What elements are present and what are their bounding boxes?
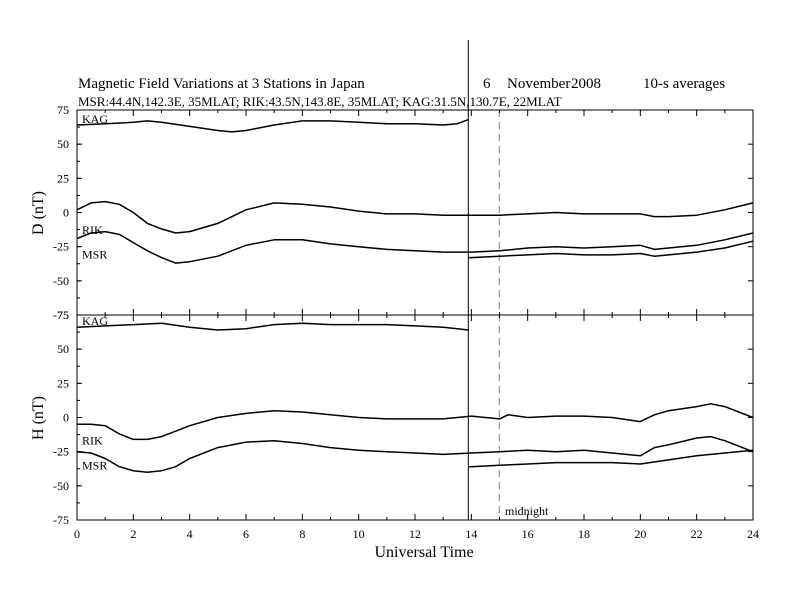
xtick-label: 8 xyxy=(299,527,305,541)
panel-D-ytick-label: 25 xyxy=(57,171,69,185)
xtick-label: 16 xyxy=(522,527,534,541)
panel-H-ytick-label: -75 xyxy=(53,513,69,527)
xtick-label: 4 xyxy=(187,527,193,541)
panel-H-station-label-kag: KAG xyxy=(82,314,108,328)
averaging-note: 10-s averages xyxy=(643,76,725,92)
panel-D-ytick-label: -50 xyxy=(53,274,69,288)
panel-D-station-label-rik: RIK xyxy=(82,223,103,237)
panel-D-ytick-label: -75 xyxy=(53,308,69,322)
panel-H-ytick-label: -50 xyxy=(53,479,69,493)
xtick-label: 12 xyxy=(409,527,421,541)
panel-H-series-rik xyxy=(77,403,754,441)
chart-title: Magnetic Field Variations at 3 Stations … xyxy=(78,76,365,92)
date-month: November xyxy=(507,76,570,92)
xtick-label: 0 xyxy=(74,527,80,541)
panel-H-ytick-label: 25 xyxy=(57,376,69,390)
panel-H-station-label-rik: RIK xyxy=(82,433,103,447)
panel-D-ytick-label: 50 xyxy=(57,137,69,151)
panel-D-series-post-event-3 xyxy=(468,240,754,259)
date-day: 6 xyxy=(483,76,491,92)
xtick-label: 22 xyxy=(691,527,703,541)
panel-D-station-label-msr: MSR xyxy=(82,247,107,261)
panel-H-ytick-label: 0 xyxy=(63,411,69,425)
panel-D-series-kag xyxy=(76,118,469,133)
stations-line: MSR:44.4N,142.3E, 35MLAT; RIK:43.5N,143.… xyxy=(78,94,562,109)
midnight-label: midnight xyxy=(505,504,549,518)
xtick-label: 2 xyxy=(130,527,136,541)
panel-H-series-kag xyxy=(76,322,469,331)
panel-D-ytick-label: -25 xyxy=(53,240,69,254)
xtick-label: 14 xyxy=(465,527,477,541)
panel-D-station-label-kag: KAG xyxy=(82,112,108,126)
date-year: 2008 xyxy=(571,76,601,92)
panel-H-series-post-event-3 xyxy=(468,449,754,468)
xtick-label: 18 xyxy=(578,527,590,541)
x-axis-label: Universal Time xyxy=(374,544,473,561)
d-axis-label: D (nT) xyxy=(30,191,47,235)
panel-H-ytick-label: 50 xyxy=(57,342,69,356)
panel-D-series-msr xyxy=(76,230,754,264)
panel-D-series-rik xyxy=(76,200,754,234)
xtick-label: 10 xyxy=(353,527,365,541)
xtick-label: 6 xyxy=(243,527,249,541)
panel-H-ytick-label: 75 xyxy=(57,308,69,322)
panel-h-frame xyxy=(76,314,754,521)
panel-D-ytick-label: 0 xyxy=(63,206,69,220)
panel-d-frame xyxy=(76,109,754,316)
panel-H-series-msr xyxy=(76,435,754,473)
xtick-label: 24 xyxy=(747,527,759,541)
h-axis-label: H (nT) xyxy=(30,396,47,440)
panel-H-station-label-msr: MSR xyxy=(82,459,107,473)
xtick-label: 20 xyxy=(634,527,646,541)
panel-H-ytick-label: -25 xyxy=(53,445,69,459)
panel-D-ytick-label: 75 xyxy=(57,103,69,117)
